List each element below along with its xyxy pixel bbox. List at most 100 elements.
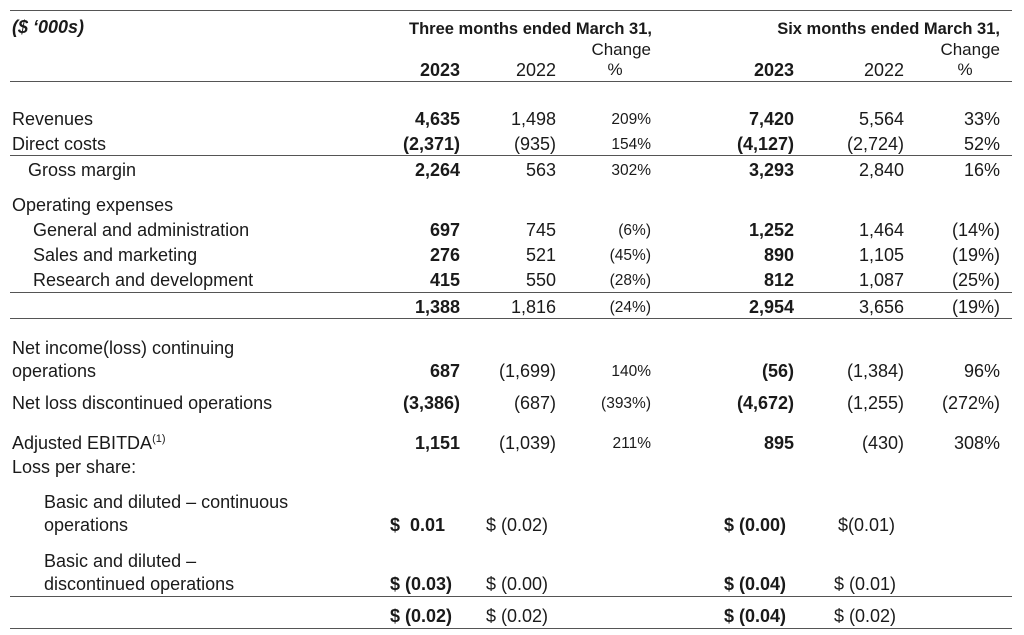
q22-value: 563 <box>525 160 556 180</box>
h22-value: 5,564 <box>858 109 904 129</box>
row-label: General and administration <box>33 220 250 240</box>
q-change-value: 154% <box>611 136 651 153</box>
q23-value: (3,386) <box>402 393 460 413</box>
q22-value: 1,498 <box>510 109 556 129</box>
h-change-value: 308% <box>953 433 1000 453</box>
h22-value: 2,840 <box>858 160 904 180</box>
footnote-marker: (1) <box>152 433 166 445</box>
row-label: Basic and diluted – <box>44 551 197 571</box>
h-change-value: (19%) <box>951 297 1000 317</box>
h23-value: $ (0.00) <box>724 515 787 535</box>
h-change-value: (19%) <box>951 245 1000 265</box>
q-2022-header: 2022 <box>515 60 556 80</box>
q22-value: $ (0.02) <box>486 606 549 626</box>
q22-value: (687) <box>513 393 556 413</box>
h23-value: (56) <box>761 361 794 381</box>
q-change-value: (6%) <box>618 222 651 239</box>
q23-value: $ (0.02) <box>390 606 453 626</box>
q23-value: $ (0.03) <box>390 574 453 594</box>
q23-value: 276 <box>429 245 460 265</box>
opex-heading: Operating expenses <box>12 195 174 215</box>
q23-value: 4,635 <box>414 109 460 129</box>
top-rule <box>10 10 1012 11</box>
rule <box>10 155 1012 156</box>
h-2022-header: 2022 <box>863 60 904 80</box>
q22-value: $ (0.00) <box>486 574 549 594</box>
h-change-value: (25%) <box>951 270 1000 290</box>
h22-value: (430) <box>861 433 904 453</box>
q22-value: 521 <box>525 245 556 265</box>
q23-value: 2,264 <box>414 160 460 180</box>
h-change-value: (272%) <box>941 393 1000 413</box>
q-pct-header: % <box>607 60 623 79</box>
h22-value: 1,105 <box>858 245 904 265</box>
h22-value: $(0.01) <box>838 515 896 535</box>
h22-value: $ (0.01) <box>834 574 897 594</box>
rule <box>10 292 1012 293</box>
q23-value: (2,371) <box>402 134 460 154</box>
h23-value: (4,127) <box>736 134 794 154</box>
q22-value: (1,699) <box>498 361 556 381</box>
h-change-value: 96% <box>963 361 1000 381</box>
row-label: Net income(loss) continuing <box>12 338 235 358</box>
q22-value: (935) <box>513 134 556 154</box>
h-change-value: 52% <box>963 134 1000 154</box>
q-change-value: 209% <box>611 111 651 128</box>
row-label: Direct costs <box>12 134 107 154</box>
q-change-value: 211% <box>612 435 652 452</box>
q23-value: 1,151 <box>414 433 460 453</box>
rule <box>10 318 1012 319</box>
h22-value: (2,724) <box>846 134 904 154</box>
bottom-rule <box>10 628 1012 629</box>
h22-value: 1,087 <box>858 270 904 290</box>
q-change-value: (393%) <box>601 395 651 412</box>
header-rule <box>10 81 1012 82</box>
row-label: Sales and marketing <box>33 245 198 265</box>
h22-value: (1,384) <box>846 361 904 381</box>
three-months-header: Three months ended March 31, <box>409 20 652 38</box>
q22-value: 1,816 <box>510 297 556 317</box>
row-label: Net loss discontinued operations <box>12 393 273 413</box>
h22-value: 3,656 <box>858 297 904 317</box>
h23-value: 7,420 <box>748 109 794 129</box>
row-label-continued: discontinued operations <box>44 574 235 594</box>
q-change-value: (45%) <box>609 247 651 264</box>
q22-value: 550 <box>525 270 556 290</box>
lps-heading: Loss per share: <box>12 457 137 477</box>
h23-value: $ (0.04) <box>724 606 787 626</box>
h-change-value: 16% <box>963 160 1000 180</box>
q23-value: 697 <box>429 220 460 240</box>
h23-value: 890 <box>763 245 794 265</box>
q22-value: $ (0.02) <box>486 515 549 535</box>
row-label: Adjusted EBITDA(1) <box>12 432 166 454</box>
six-months-header: Six months ended March 31, <box>777 20 1000 38</box>
q-change-value: (28%) <box>609 272 651 289</box>
h23-value: 2,954 <box>748 297 794 317</box>
h22-value: $ (0.02) <box>834 606 897 626</box>
rule <box>10 596 1012 597</box>
h23-value: 812 <box>763 270 794 290</box>
row-label: Research and development <box>33 270 254 290</box>
h23-value: (4,672) <box>736 393 794 413</box>
q-2023-header: 2023 <box>419 60 460 80</box>
h-change-value: (14%) <box>951 220 1000 240</box>
q22-value: 745 <box>525 220 556 240</box>
h22-value: 1,464 <box>858 220 904 240</box>
row-label: Revenues <box>12 109 94 129</box>
q22-value: (1,039) <box>498 433 556 453</box>
unit-label: ($ ‘000s) <box>12 17 85 37</box>
q23-value: 1,388 <box>414 297 460 317</box>
h-2023-header: 2023 <box>753 60 794 80</box>
q-change-value: 140% <box>611 363 651 380</box>
q23-value: 687 <box>429 361 460 381</box>
h23-value: $ (0.04) <box>724 574 787 594</box>
h23-value: 895 <box>763 433 794 453</box>
row-label: Gross margin <box>28 160 137 180</box>
h22-value: (1,255) <box>846 393 904 413</box>
h-change-header: Change <box>940 40 1000 59</box>
h-pct-header: % <box>957 60 973 79</box>
row-label-continued: operations <box>12 361 97 381</box>
h23-value: 1,252 <box>748 220 794 240</box>
h23-value: 3,293 <box>748 160 794 180</box>
q-change-value: 302% <box>611 162 651 179</box>
